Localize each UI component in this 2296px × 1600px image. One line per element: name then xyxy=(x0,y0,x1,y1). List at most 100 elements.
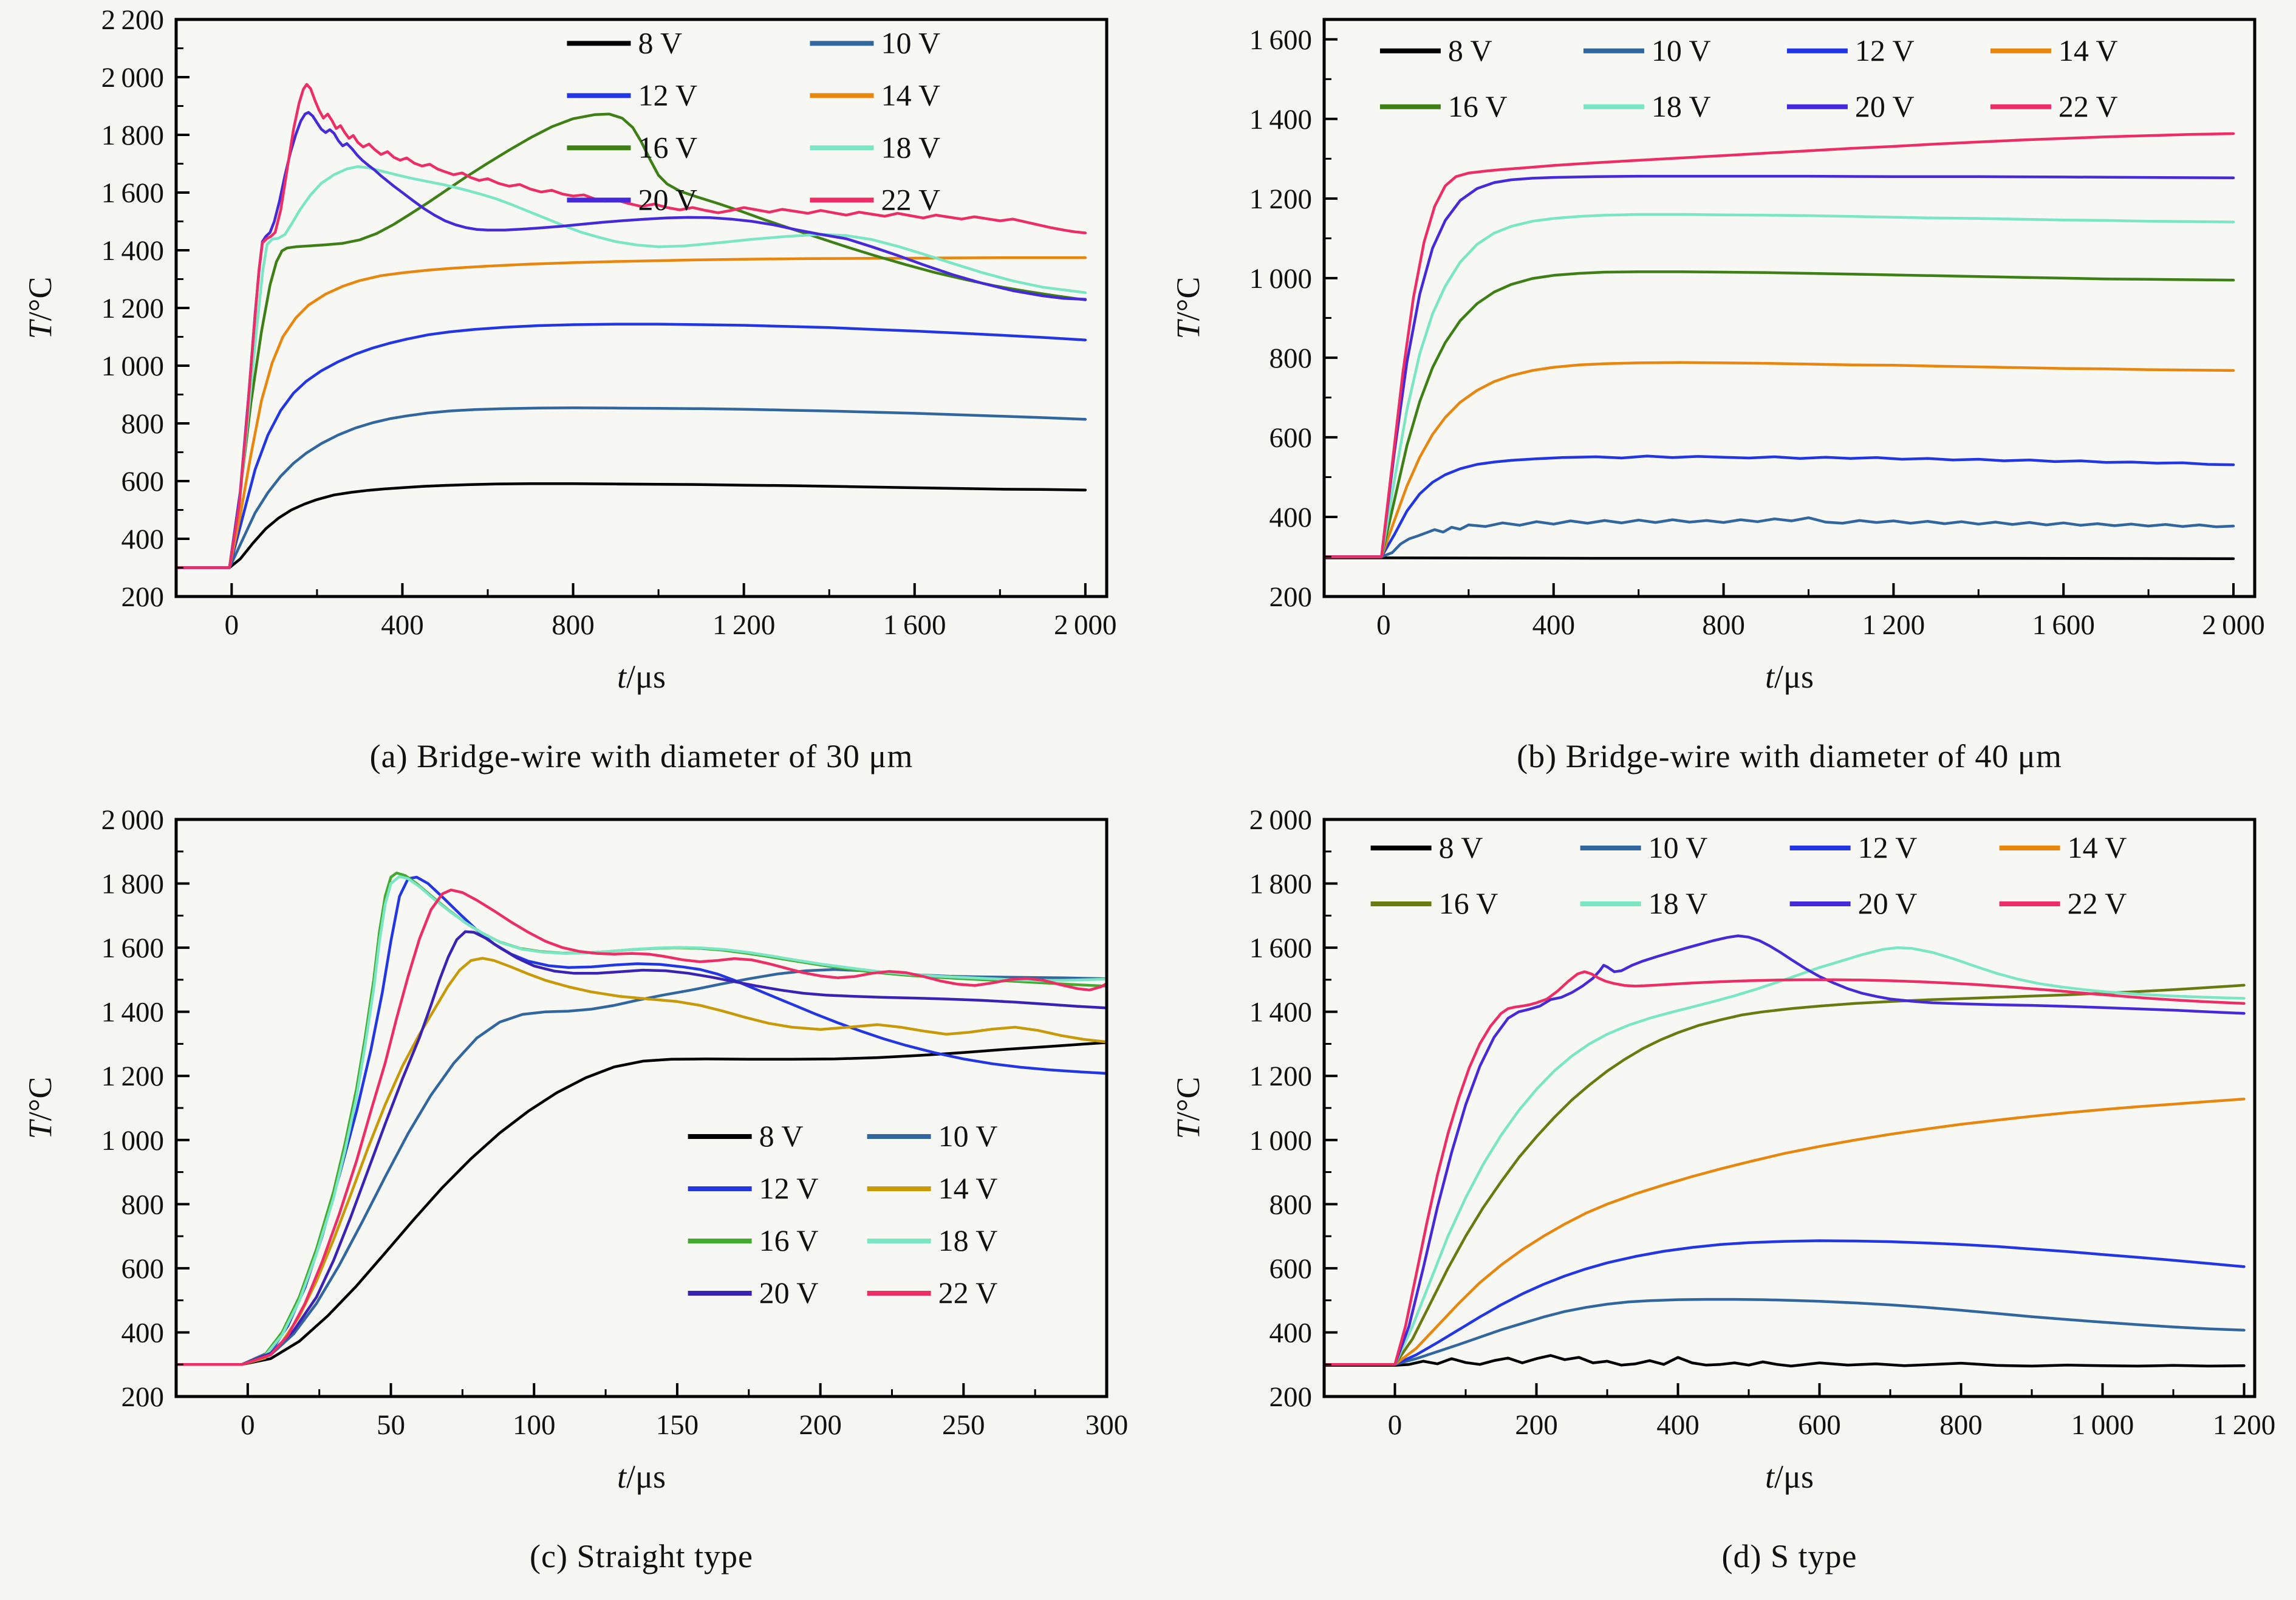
x-axis-label: t/μs xyxy=(1765,1458,1814,1495)
y-tick-label: 1 200 xyxy=(101,293,164,324)
y-tick-label: 1 400 xyxy=(1249,104,1312,135)
panel-a: 0 400 800 1 200 1 600 2 000 200 400 600 800 1 000 1… xyxy=(0,0,1148,800)
x-tick-label: 600 xyxy=(1798,1409,1841,1441)
legend-label-22-v: 22 V xyxy=(881,182,940,216)
series-line-12-v xyxy=(1325,1239,2246,1366)
legend-label-20-v: 20 V xyxy=(638,182,697,216)
series-line-18-v xyxy=(177,875,1106,1366)
legend-label-10-v: 10 V xyxy=(1652,33,1711,67)
legend-label-22-v: 22 V xyxy=(2059,89,2118,123)
legend-label-16-v: 16 V xyxy=(759,1223,819,1257)
series-line-16-v xyxy=(1325,270,2235,558)
legend-label-8-v: 8 V xyxy=(638,26,682,60)
series-line-20-v xyxy=(1325,174,2235,558)
y-tick-label: 1 200 xyxy=(1249,183,1312,215)
legend-label-16-v: 16 V xyxy=(638,130,697,164)
x-tick-label: 400 xyxy=(1532,609,1576,641)
y-tick-label: 800 xyxy=(1269,343,1313,374)
y-tick-label: 1 200 xyxy=(101,1061,164,1092)
x-tick-label: 250 xyxy=(942,1409,985,1441)
legend-label-22-v: 22 V xyxy=(2068,886,2127,920)
y-tick-label: 800 xyxy=(121,408,165,440)
x-tick-label: 400 xyxy=(381,609,424,641)
y-tick-label: 1 000 xyxy=(1249,263,1312,295)
x-tick-label: 2 000 xyxy=(2202,609,2264,641)
legend-label-22-v: 22 V xyxy=(938,1276,998,1310)
y-tick-label: 400 xyxy=(121,1317,165,1349)
x-axis-label: t/μs xyxy=(617,658,666,695)
plot-frame xyxy=(1322,18,2257,598)
series-line-20-v xyxy=(1325,934,2246,1366)
series-line-22-v xyxy=(1325,970,2246,1366)
panel-c-caption: (c) Straight type xyxy=(530,1538,753,1574)
y-tick-label: 2 000 xyxy=(1249,804,1312,836)
series-line-16-v xyxy=(1325,983,2246,1366)
legend-label-18-v: 18 V xyxy=(881,130,940,164)
legend-label-8-v: 8 V xyxy=(1448,33,1492,67)
series-line-12-v xyxy=(1325,454,2235,558)
plot-area xyxy=(1324,19,2255,597)
legend-label-12-v: 12 V xyxy=(759,1171,819,1205)
legend-label-18-v: 18 V xyxy=(938,1223,998,1257)
series-line-20-v xyxy=(177,930,1106,1366)
panel-d: 0 200 400 600 800 1 000 1 200 200 400 600 800 1 000… xyxy=(1148,800,2296,1600)
y-tick-label: 2 000 xyxy=(101,62,164,94)
series-line-22-v xyxy=(177,888,1106,1366)
y-tick-label: 2 000 xyxy=(101,804,164,836)
x-tick-label: 300 xyxy=(1085,1409,1129,1441)
series-line-14-v xyxy=(1325,1097,2246,1366)
y-tick-label: 1 800 xyxy=(101,869,164,900)
y-axis-label: T/°C xyxy=(22,277,58,340)
series-line-8-v xyxy=(177,482,1087,569)
y-tick-label: 400 xyxy=(1269,502,1313,533)
panel-b: 0 400 800 1 200 1 600 2 000 200 400 600 800 1 000 1… xyxy=(1148,0,2296,800)
y-tick-label: 1 400 xyxy=(1249,997,1312,1028)
y-tick-label: 200 xyxy=(1269,581,1313,613)
y-axis-label: T/°C xyxy=(1170,277,1206,340)
y-tick-label: 200 xyxy=(121,1381,165,1413)
plot-area xyxy=(176,819,1107,1397)
series-line-14-v xyxy=(177,957,1106,1366)
y-axis-label: T/°C xyxy=(1170,1077,1206,1140)
legend-label-14-v: 14 V xyxy=(2068,830,2127,864)
x-axis-label: t/μs xyxy=(617,1458,666,1495)
y-tick-label: 1 000 xyxy=(1249,1125,1312,1157)
y-tick-label: 2 200 xyxy=(101,4,164,36)
panel-a-caption: (a) Bridge-wire with diameter of 30 μm xyxy=(369,738,914,774)
legend: 8 V 10 V 12 V 14 V 16 V 18 V 20 V 22 V xyxy=(1379,33,2118,123)
y-tick-label: 600 xyxy=(121,466,165,497)
x-tick-label: 0 xyxy=(241,1409,255,1441)
x-tick-label: 50 xyxy=(377,1409,405,1441)
series-line-18-v xyxy=(177,165,1087,569)
series-line-16-v xyxy=(177,112,1087,569)
x-tick-label: 200 xyxy=(1515,1409,1558,1441)
chart-panel-c: 0 50 100 150 200 250 300 200 400 600 800 1 000 1 200… xyxy=(22,804,1129,1495)
y-tick-label: 1 000 xyxy=(101,1125,164,1157)
x-tick-label: 1 000 xyxy=(2071,1409,2134,1441)
legend-label-14-v: 14 V xyxy=(938,1171,998,1205)
x-tick-label: 150 xyxy=(656,1409,699,1441)
y-axis-label: T/°C xyxy=(22,1077,58,1140)
x-tick-label: 0 xyxy=(1388,1409,1403,1441)
panel-c: 0 50 100 150 200 250 300 200 400 600 800 1 000 1 200… xyxy=(0,800,1148,1600)
series-line-10-v xyxy=(1325,1297,2246,1366)
legend: 8 V 10 V 12 V 14 V 16 V 18 V 20 V 22 V xyxy=(688,1119,998,1310)
y-tick-label: 400 xyxy=(1269,1317,1313,1349)
series-group xyxy=(177,83,1087,569)
legend-label-12-v: 12 V xyxy=(1855,33,1915,67)
x-tick-label: 400 xyxy=(1656,1409,1700,1441)
x-axis-label: t/μs xyxy=(1765,658,1814,695)
legend-label-20-v: 20 V xyxy=(1858,886,1918,920)
y-tick-label: 1 200 xyxy=(1249,1061,1312,1092)
x-tick-label: 0 xyxy=(225,609,239,641)
panel-b-caption: (b) Bridge-wire with diameter of 40 μm xyxy=(1517,738,2062,774)
y-tick-label: 200 xyxy=(121,581,165,613)
x-tick-label: 2 000 xyxy=(1054,609,1116,641)
y-tick-label: 800 xyxy=(1269,1189,1313,1220)
y-tick-label: 1 600 xyxy=(1249,24,1312,56)
series-line-14-v xyxy=(177,256,1087,569)
series-line-22-v xyxy=(177,83,1087,569)
y-tick-label: 1 800 xyxy=(101,120,164,151)
y-tick-label: 1 400 xyxy=(101,997,164,1028)
legend-label-16-v: 16 V xyxy=(1448,89,1508,123)
